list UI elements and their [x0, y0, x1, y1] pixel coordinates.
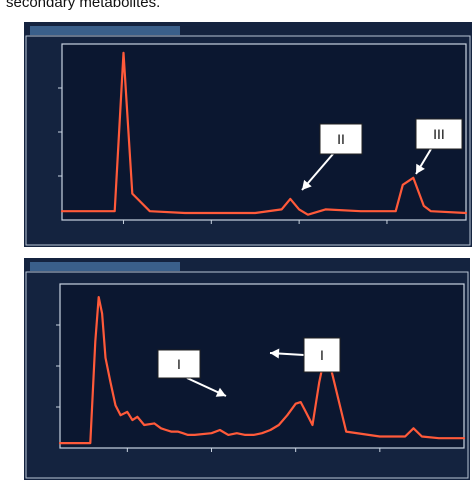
chromatogram-top-svg: II III [24, 22, 472, 247]
chromatogram-bottom-svg: II [24, 258, 470, 480]
bottom-peak-label-0: I [177, 356, 181, 372]
top-status-bar [30, 26, 180, 35]
bottom-arrow-head-1 [270, 348, 280, 359]
top-peak-label-0: II [337, 131, 345, 147]
top-arrow-head-1 [416, 163, 425, 174]
bottom-outer-frame [25, 271, 469, 479]
chromatogram-top: II III [24, 22, 472, 247]
bottom-status-bar [30, 262, 180, 271]
bottom-plot-frame [59, 283, 465, 449]
top-peak-label-1: III [433, 126, 445, 142]
bottom-peak-label-box-1 [303, 337, 341, 373]
bottom-peak-label-1: I [320, 347, 324, 363]
top-outer-frame [25, 35, 471, 246]
top-arrow-head-0 [302, 179, 312, 190]
figure-caption: secondary metabolites. [6, 0, 161, 11]
top-chromatogram-trace [60, 51, 468, 216]
bottom-peak-label-box-0 [157, 349, 201, 379]
top-peak-label-box-1 [415, 118, 463, 150]
bottom-arrow-head-0 [215, 387, 226, 397]
top-peak-label-box-0 [319, 123, 363, 155]
